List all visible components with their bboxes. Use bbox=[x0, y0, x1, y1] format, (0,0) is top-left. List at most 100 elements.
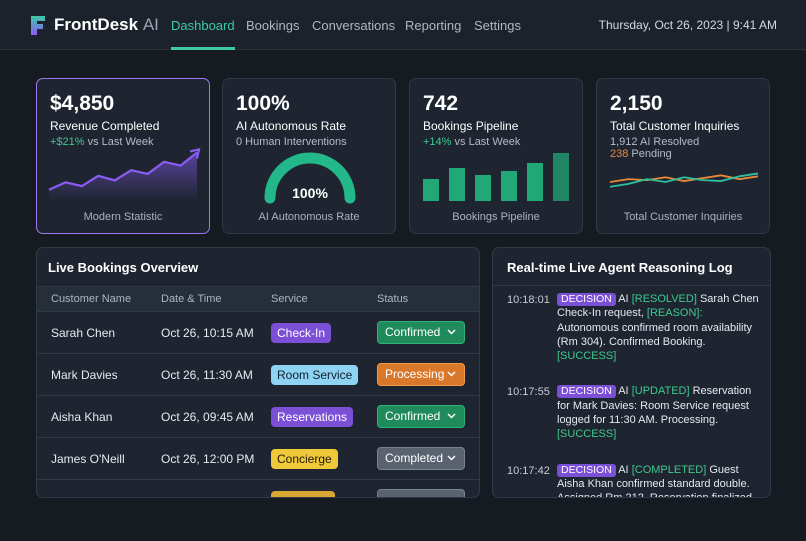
pending: 238 Pending bbox=[610, 148, 699, 160]
nav-item[interactable]: Dashboard bbox=[171, 18, 235, 33]
log-panel: Real-time Live Agent Reasoning Log 10:18:… bbox=[492, 247, 771, 498]
log-segment: Guest Aisha Khan confirmed standard doub… bbox=[557, 463, 755, 497]
gauge-arc bbox=[264, 152, 356, 204]
header: FrontDesk AI Thursday, Oct 26, 2023 | 9:… bbox=[0, 0, 806, 50]
status-dropdown[interactable]: Confirmed bbox=[377, 321, 465, 344]
table-row[interactable]: Aisha Khan Oct 26, 09:45 AM Reservations Co… bbox=[37, 396, 479, 438]
detail: 0 Human Interventions bbox=[236, 136, 347, 148]
nav-item[interactable]: Reporting bbox=[405, 18, 462, 33]
stat-value: 2,150 bbox=[610, 92, 663, 115]
stat-sub: 0 Human Interventions bbox=[236, 136, 347, 148]
table-row[interactable]: James O'Neill Oct 26, 12:00 PM Concierge Co… bbox=[37, 438, 479, 480]
datetime: Oct 26, 10:15 AM bbox=[161, 326, 254, 340]
customer: Aisha Khan bbox=[51, 410, 113, 424]
stat-card[interactable]: 100% AI Autonomous Rate 0 Human Interventi… bbox=[222, 78, 396, 234]
chevron bbox=[447, 371, 456, 377]
stat-label: Revenue Completed bbox=[50, 119, 160, 133]
brand: FrontDesk AI bbox=[54, 15, 159, 35]
mini-chart: 100% bbox=[264, 152, 356, 204]
bar bbox=[449, 168, 465, 201]
divider bbox=[493, 285, 770, 286]
stat-label: Bookings Pipeline bbox=[423, 119, 519, 133]
log-segment: [SUCCESS] bbox=[557, 428, 617, 441]
log-segment: AI bbox=[618, 463, 629, 476]
log-segment: Reservation for Mark Davies: Room Servic… bbox=[557, 385, 752, 427]
stat-value: $4,850 bbox=[50, 92, 115, 115]
chevron bbox=[447, 455, 456, 461]
status-dropdown[interactable]: Confirmed bbox=[377, 405, 465, 428]
datetime: Oct 26, 12:00 PM bbox=[161, 452, 255, 466]
customer: Sarah Chen bbox=[51, 326, 116, 340]
log-segment: Sarah Chen Check-In request, bbox=[557, 293, 759, 320]
chevron-path bbox=[447, 329, 456, 335]
nav-item[interactable]: Conversations bbox=[312, 18, 396, 33]
chevron-path bbox=[447, 455, 456, 461]
brand-name: FrontDesk bbox=[54, 15, 139, 34]
log-segment: [REASON]: bbox=[646, 307, 703, 320]
stat-label: Total Customer Inquiries bbox=[610, 119, 740, 133]
card-footer: AI Autonomous Rate bbox=[258, 211, 360, 223]
area-fill bbox=[49, 152, 197, 201]
customer: James O'Neill bbox=[51, 452, 125, 466]
column-header: Date & Time bbox=[161, 293, 222, 305]
datetime: Thursday, Oct 26, 2023 | 9:41 AM bbox=[598, 18, 777, 32]
service-tag: Reservations bbox=[271, 407, 354, 427]
log-list: 10:18:01 DECISION AI [RESOLVED] Sarah Che… bbox=[507, 292, 762, 497]
datetime: Oct 26, 11:30 AM bbox=[161, 368, 253, 382]
card-footer: Bookings Pipeline bbox=[452, 211, 540, 223]
log-time: 10:18:01 bbox=[507, 294, 550, 306]
stat-value: 100% bbox=[236, 92, 290, 115]
log-time: 10:17:42 bbox=[507, 464, 550, 477]
decision-badge: DECISION bbox=[557, 463, 616, 477]
column-header: Customer Name bbox=[51, 293, 132, 305]
bar bbox=[553, 153, 569, 201]
log-segment: AI bbox=[618, 385, 629, 398]
log-text: DECISION AI [UPDATED] Reservation for Ma… bbox=[557, 384, 762, 441]
stat-sub: +14% vs Last Week bbox=[423, 136, 520, 148]
decision-badge: DECISION bbox=[557, 293, 616, 306]
panel-title: Real-time Live Agent Reasoning Log bbox=[507, 260, 733, 275]
mini-chart bbox=[48, 148, 201, 201]
table-row[interactable]: Mark Davies Oct 26, 11:30 AM Room Service P… bbox=[37, 354, 479, 396]
stat-card[interactable]: $4,850 Revenue Completed +$21% vs Last Wee… bbox=[36, 78, 210, 234]
table-row[interactable]: Sarah Chen Oct 26, 10:15 AM Check-In Confir… bbox=[37, 312, 479, 354]
card-footer: Modern Statistic bbox=[83, 211, 163, 223]
log-segment: [SUCCESS] bbox=[557, 350, 617, 363]
log-segment: [COMPLETED] bbox=[631, 463, 707, 476]
decision-badge: DECISION bbox=[557, 385, 616, 399]
bar bbox=[475, 175, 491, 201]
line bbox=[609, 172, 759, 188]
log-segment: AI bbox=[618, 293, 629, 305]
status-dropdown[interactable]: Completed bbox=[377, 447, 465, 470]
mini-chart bbox=[423, 153, 569, 201]
log-time: 10:17:55 bbox=[507, 386, 550, 399]
arrow-head bbox=[189, 148, 201, 159]
stat-card[interactable]: 2,150 Total Customer Inquiries 1,912 AI Re… bbox=[596, 78, 770, 234]
bar bbox=[501, 171, 517, 201]
log-text: DECISION AI [COMPLETED] Guest Aisha Khan… bbox=[557, 463, 762, 497]
status-label: Confirmed bbox=[385, 409, 441, 423]
delta-text: vs Last Week bbox=[454, 136, 521, 148]
panel-title: Live Bookings Overview bbox=[48, 260, 199, 275]
nav-item[interactable]: Settings bbox=[474, 18, 521, 33]
bookings-panel: Live Bookings Overview Customer Name Date … bbox=[36, 247, 480, 498]
stat-sub: 1,912 AI Resolved 238 Pending bbox=[610, 136, 699, 160]
datetime: Oct 26, 09:45 AM bbox=[161, 410, 254, 424]
card-footer: Total Customer Inquiries bbox=[623, 211, 743, 223]
brand-suffix: AI bbox=[142, 15, 159, 34]
logo bbox=[31, 16, 45, 35]
service-tag: Room Service bbox=[271, 365, 359, 385]
column-header: Status bbox=[377, 293, 409, 305]
status-dropdown[interactable]: Processing bbox=[377, 363, 465, 386]
stat-card[interactable]: 742 Bookings Pipeline +14% vs Last Week Boo… bbox=[409, 78, 583, 234]
log-segment: [UPDATED] bbox=[631, 385, 690, 398]
service-tag: Concierge bbox=[271, 449, 338, 469]
status-label: Confirmed bbox=[385, 325, 441, 339]
log-entry: 10:17:55 DECISION AI [UPDATED] Reservatio… bbox=[507, 384, 762, 441]
chevron bbox=[447, 329, 456, 335]
log-text: DECISION AI [RESOLVED] Sarah Chen Check-… bbox=[557, 292, 762, 363]
delta: +$21% bbox=[50, 136, 85, 148]
nav-item[interactable]: Bookings bbox=[246, 18, 300, 33]
mini-chart bbox=[609, 172, 759, 188]
log-entry: 10:17:42 DECISION AI [COMPLETED] Guest Ai… bbox=[507, 463, 762, 497]
